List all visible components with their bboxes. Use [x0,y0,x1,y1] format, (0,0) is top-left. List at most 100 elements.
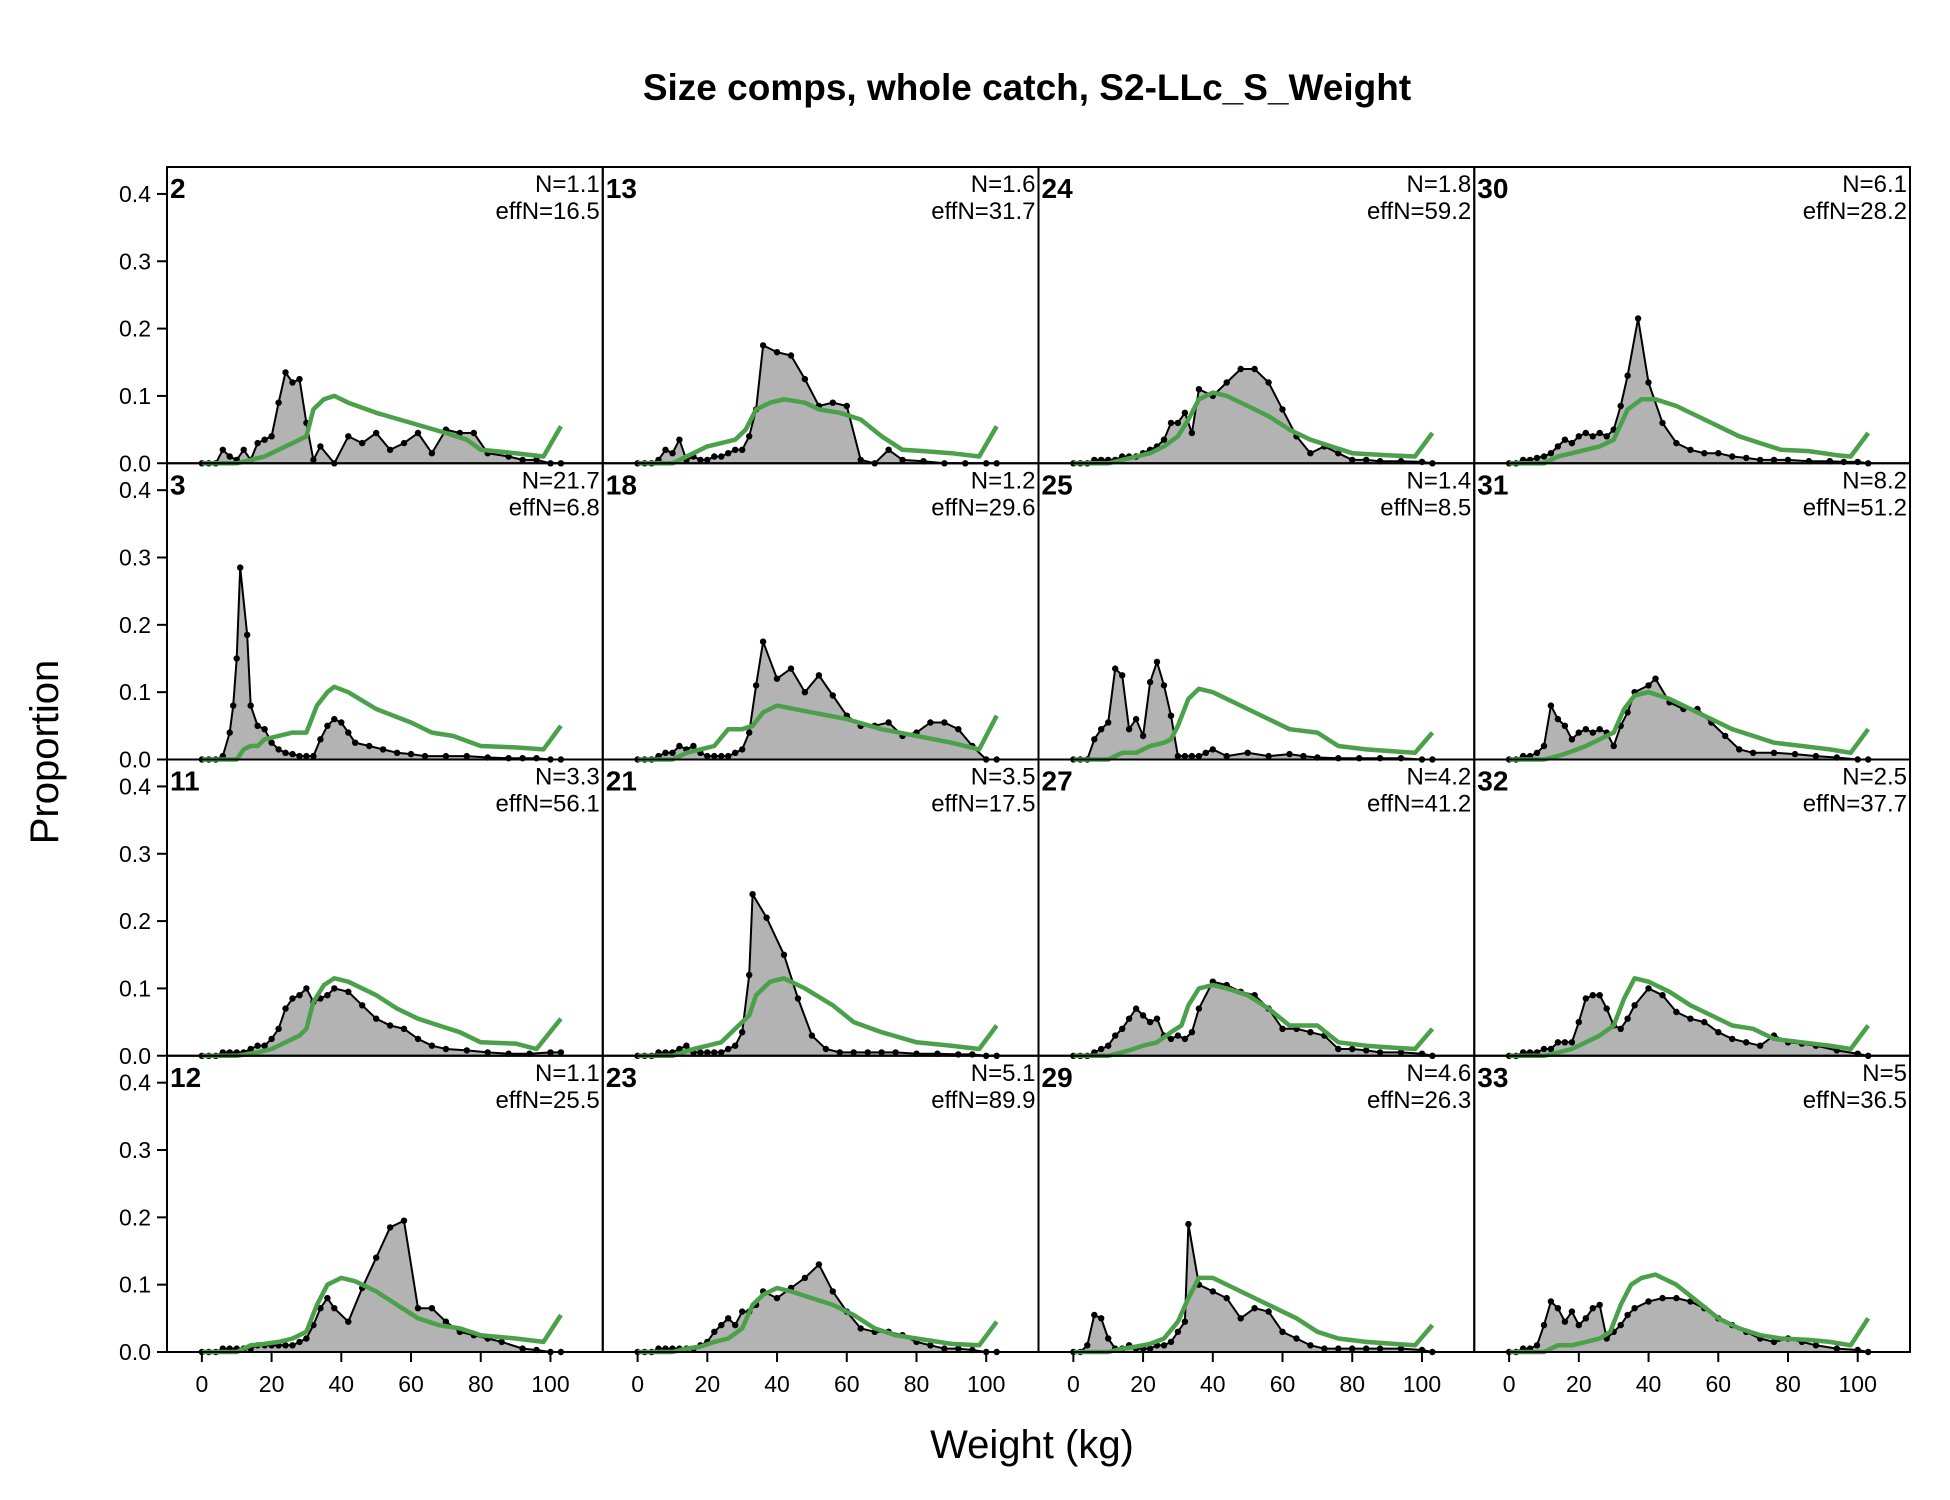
observed-point [1293,1335,1300,1342]
chart-title: Size comps, whole catch, S2-LLc_S_Weight [643,67,1411,108]
observed-point [1307,1342,1314,1349]
y-tick-label: 0.4 [119,1070,151,1096]
observed-point [725,1315,732,1322]
observed-point [1554,1305,1562,1312]
observed-point [1596,992,1603,999]
observed-point [1119,1025,1126,1033]
observed-point [1582,995,1590,1002]
observed-point [759,342,767,349]
observed-point [829,399,836,406]
observed-point [1279,1025,1286,1033]
observed-point [1181,409,1189,416]
observed-point [296,375,303,383]
observed-point [1265,1308,1272,1315]
observed-point [1631,1305,1638,1312]
observed-point [359,1002,366,1009]
y-tick-label: 0.1 [119,679,151,705]
observed-point [1659,992,1666,999]
panel-effn-label: effN=89.9 [931,1087,1035,1114]
observed-point [400,1217,408,1224]
observed-point [1397,1345,1405,1352]
observed-point [1160,1342,1168,1349]
observed-point [843,402,850,410]
observed-point [1335,450,1342,457]
panel-n-label: N=4.2 [1407,764,1472,791]
observed-point [414,429,422,437]
observed-point [1617,1025,1624,1033]
observed-point [1307,1029,1314,1036]
observed-point [787,352,795,359]
observed-point [1770,1338,1778,1346]
observed-point [1349,456,1356,464]
observed-point [1582,726,1590,733]
observed-point [1784,456,1792,464]
observed-point [282,369,289,376]
observed-point [338,719,345,726]
observed-point [1687,1015,1694,1022]
observed-point [1181,1035,1189,1043]
observed-point [704,456,711,464]
expected-line [637,397,999,466]
x-tick-label: 60 [834,1371,860,1397]
panel-label: 21 [606,766,637,797]
panel-label: 27 [1042,766,1073,797]
observed-point [244,631,251,639]
panel-label: 12 [170,1062,201,1093]
y-tick-label: 0.2 [119,908,151,934]
observed-point [1167,1035,1175,1043]
observed-point [1132,1005,1140,1012]
observed-point [1749,749,1757,756]
panel-n-label: N=1.1 [535,1060,600,1087]
observed-point [1631,1002,1638,1009]
observed-point [1265,752,1272,760]
y-tick-label: 0.2 [119,316,151,342]
observed-point [1540,453,1548,460]
y-tick-label: 0.0 [119,450,151,476]
observed-point [1091,1311,1098,1319]
observed-point [237,564,244,571]
x-tick-label: 60 [398,1371,424,1397]
observed-point [739,746,746,753]
observed-point [547,1049,554,1056]
observed-point [1575,729,1583,736]
observed-point [1561,436,1569,443]
observed-point [470,429,477,437]
observed-point [1624,1015,1631,1022]
observed-point [386,1022,394,1029]
observed-point [1112,665,1119,672]
observed-point [254,439,261,447]
observed-point [1596,1301,1603,1309]
observed-point [1645,682,1652,689]
observed-point [763,914,770,921]
observed-point [1209,1288,1217,1295]
observed-point [1363,1345,1370,1352]
observed-point [1153,658,1161,666]
y-tick-label: 0.1 [119,383,151,409]
observed-point [324,1294,331,1302]
observed-point [233,655,240,662]
observed-point [268,433,275,440]
observed-point [1561,1039,1569,1046]
observed-area [1073,369,1433,464]
observed-line [1509,677,1869,761]
panel-effn-label: effN=6.8 [509,494,600,521]
observed-point [1568,439,1576,447]
observed-point [379,746,387,753]
observed-point [739,446,746,453]
observed-point [303,1335,310,1342]
observed-point [1146,678,1154,686]
panel-n-label: N=3.3 [535,764,600,791]
observed-point [261,436,268,443]
observed-point [1729,453,1736,460]
x-tick-label: 40 [1200,1371,1226,1397]
observed-point [1652,675,1659,682]
observed-area [637,641,997,760]
observed-point [1603,1005,1610,1012]
y-tick-label: 0.4 [119,181,151,207]
observed-point [857,456,864,464]
observed-point [746,729,753,736]
observed-point [1554,443,1562,450]
expected-line [1509,1272,1871,1355]
